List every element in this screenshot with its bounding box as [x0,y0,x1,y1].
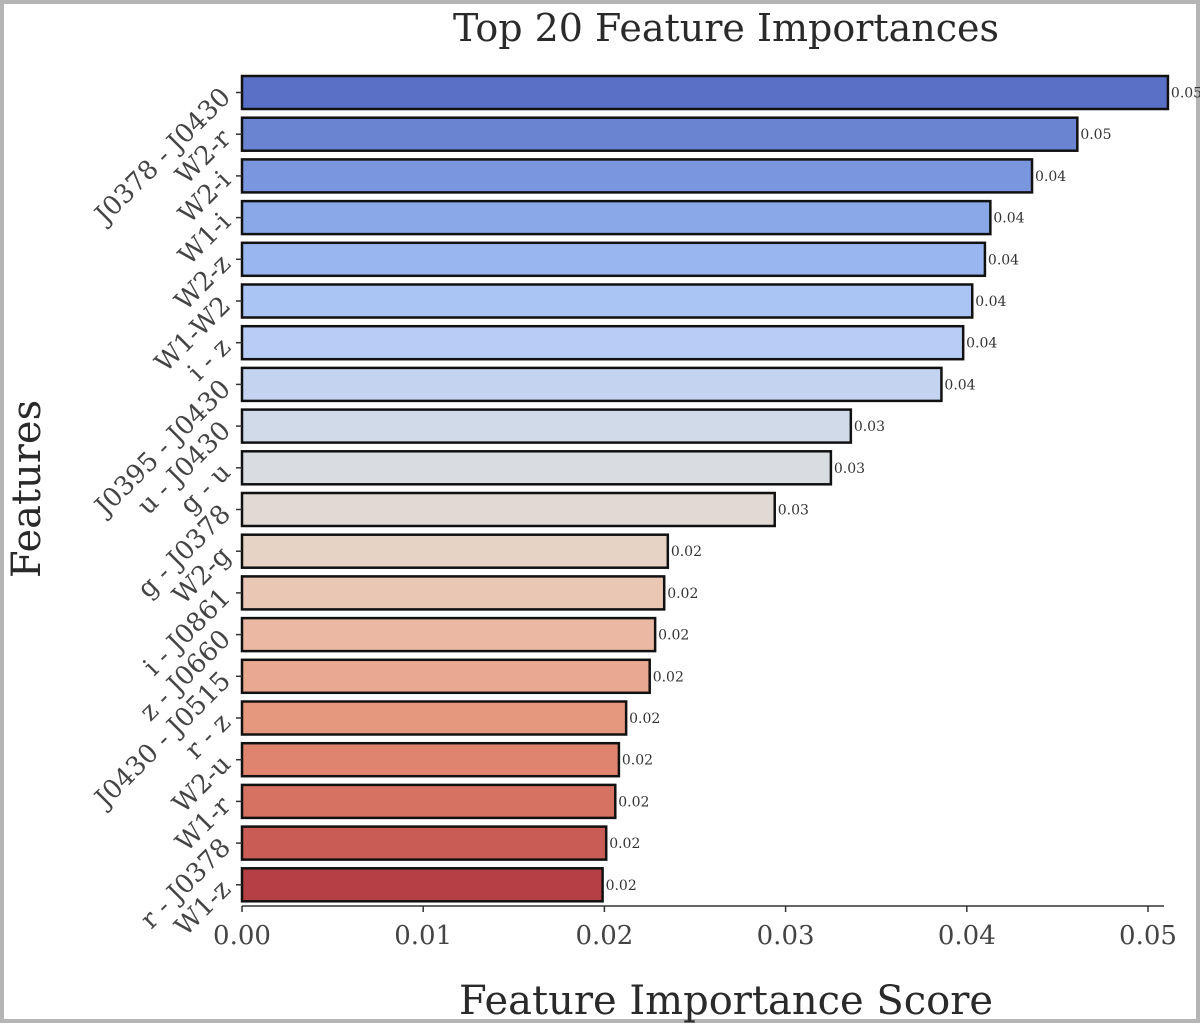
bar-17 [240,783,617,820]
chart-title: Top 20 Feature Importances [453,6,999,50]
bar-19 [240,867,604,903]
bars-group: 0.05 0.05 0.04 0.04 0.04 0.04 0.04 0.04 0.03 0.03… [240,74,1200,903]
x-axis-title: Feature Importance Score [459,978,993,1024]
data-label-13: 0.02 [658,628,689,644]
data-label-11: 0.02 [671,544,702,560]
bar-1 [240,116,1079,152]
data-label-19: 0.02 [606,878,637,894]
x-tick-label-5: 0.05 [1119,921,1177,951]
data-label-3: 0.04 [993,211,1024,227]
data-label-12: 0.02 [667,586,698,602]
data-label-16: 0.02 [622,753,653,769]
x-tick-label-0: 0.00 [213,921,271,951]
data-label-4: 0.04 [988,252,1019,268]
bar-0 [240,74,1170,111]
data-label-10: 0.03 [778,503,809,519]
bar-6 [240,324,965,361]
data-label-0: 0.05 [1171,86,1200,102]
bar-4 [240,241,987,278]
bar-2 [240,158,1034,194]
data-label-1: 0.05 [1080,127,1111,143]
bar-chart: Top 20 Feature Importances Feature Impor… [4,6,1200,1024]
x-tick-label-4: 0.04 [938,921,996,951]
data-label-6: 0.04 [966,336,997,352]
x-tick-label-3: 0.03 [757,921,815,951]
data-label-7: 0.04 [944,377,975,393]
bar-8 [240,408,853,444]
data-label-2: 0.04 [1035,169,1066,185]
x-tick-label-2: 0.02 [575,921,633,951]
data-label-15: 0.02 [629,711,660,727]
bar-10 [240,491,776,528]
bar-7 [240,366,943,403]
bar-9 [240,450,833,486]
bar-16 [240,741,621,778]
bar-12 [240,575,666,611]
data-label-14: 0.02 [653,669,684,685]
bar-5 [240,283,974,319]
bar-18 [240,825,608,861]
bar-15 [240,700,628,736]
data-label-9: 0.03 [834,461,865,477]
data-label-5: 0.04 [975,294,1006,310]
data-label-17: 0.02 [618,794,649,810]
data-label-18: 0.02 [609,836,640,852]
y-axis-title: Features [4,400,50,578]
bar-13 [240,616,657,653]
x-tick-label-1: 0.01 [394,921,452,951]
bar-14 [240,658,651,695]
bar-3 [240,199,992,236]
bar-11 [240,533,670,569]
data-label-8: 0.03 [854,419,885,435]
